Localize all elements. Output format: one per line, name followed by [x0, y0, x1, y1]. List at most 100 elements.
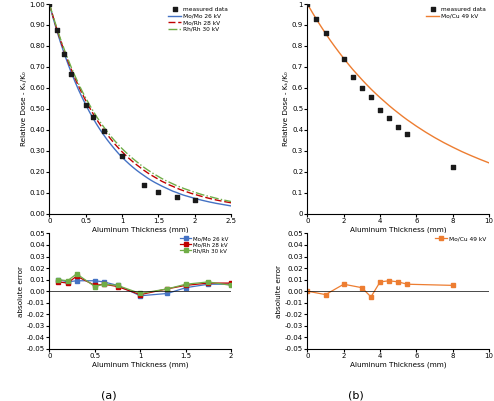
Mo/Rh 28 kV [185, 190, 191, 194]
Mo/Mo 26 kV [134, 168, 140, 173]
Mo/Cu 49 kV [341, 282, 347, 287]
Point [45, 1, 53, 7]
Mo/Mo 26 kV [183, 285, 189, 290]
Rh/Rh 30 kV [166, 180, 172, 184]
X-axis label: Aluminum Thickness (mm): Aluminum Thickness (mm) [92, 227, 189, 233]
Mo/Rh 28 kV [188, 191, 194, 196]
Mo/Rh 28 kV [112, 142, 118, 146]
Rh/Rh 30 kV [108, 134, 114, 139]
Rh/Rh 30 kV [57, 36, 63, 41]
Rh/Rh 30 kV [141, 165, 147, 170]
Mo/Mo 26 kV [206, 200, 212, 205]
Mo/Rh 28 kV [94, 117, 100, 122]
Point [394, 124, 402, 130]
Mo/Rh 28 kV [101, 128, 107, 133]
Mo/Mo 26 kV [145, 176, 151, 180]
Mo/Cu 49 kV [377, 279, 383, 284]
Point [89, 114, 97, 121]
Mo/Cu 49 kV [359, 285, 365, 290]
Mo/Rh 28 kV [65, 58, 71, 63]
Point [67, 71, 75, 77]
Rh/Rh 30 kV [115, 283, 121, 288]
Mo/Rh 28 kV [61, 48, 67, 53]
Mo/Mo 26 kV [74, 278, 80, 283]
Mo/Cu 49 kV [368, 294, 374, 299]
Rh/Rh 30 kV [183, 282, 189, 287]
Mo/Mo 26 kV [115, 283, 121, 288]
Rh/Rh 30 kV [185, 187, 191, 192]
Mo/Mo 26 kV [137, 170, 143, 175]
Point [191, 196, 199, 203]
Mo/Cu 49 kV [386, 278, 392, 283]
Rh/Rh 30 kV [130, 156, 136, 161]
Mo/Cu 49 kV [304, 2, 310, 6]
Mo/Mo 26 kV [72, 79, 78, 84]
Mo/Mo 26 kV [163, 186, 168, 190]
Mo/Mo 26 kV [65, 61, 71, 65]
Mo/Cu 49 kV [395, 111, 401, 115]
Mo/Mo 26 kV [170, 189, 176, 194]
Mo/Mo 26 kV [76, 87, 82, 92]
Point [53, 27, 61, 33]
Rh/Rh 30 kV [126, 153, 132, 158]
Mo/Mo 26 kV [123, 158, 128, 163]
Mo/Cu 49 kV [382, 99, 388, 104]
Mo/Cu 49 kV [400, 114, 406, 119]
Mo/Mo 26 kV [55, 277, 61, 282]
Mo/Rh 28 kV [92, 283, 98, 288]
Rh/Rh 30 kV [206, 194, 212, 199]
Mo/Rh 28 kV [97, 122, 103, 127]
Mo/Cu 49 kV [441, 140, 447, 145]
Mo/Rh 28 kV [134, 162, 140, 167]
Mo/Rh 28 kV [141, 168, 147, 173]
Mo/Rh 28 kV [137, 292, 143, 297]
Mo/Cu 49 kV [364, 82, 370, 87]
Mo/Mo 26 kV [181, 193, 187, 198]
Point [376, 106, 384, 113]
Rh/Rh 30 kV [137, 291, 143, 296]
Point [60, 51, 68, 57]
Mo/Cu 49 kV [486, 160, 492, 165]
Mo/Rh 28 kV [86, 105, 92, 110]
Rh/Rh 30 kV [163, 178, 168, 183]
Mo/Cu 49 kV [395, 279, 401, 284]
Rh/Rh 30 kV [74, 271, 80, 276]
Mo/Rh 28 kV [206, 196, 212, 201]
Mo/Mo 26 kV [83, 102, 89, 107]
Point [118, 152, 126, 159]
Mo/Mo 26 kV [166, 187, 172, 192]
Mo/Cu 49 kV [323, 31, 329, 36]
Rh/Rh 30 kV [170, 182, 176, 186]
Mo/Rh 28 kV [181, 188, 187, 193]
Mo/Mo 26 kV [46, 2, 52, 6]
Mo/Rh 28 kV [74, 274, 80, 279]
Rh/Rh 30 kV [90, 108, 96, 113]
Mo/Rh 28 kV [177, 187, 183, 192]
Rh/Rh 30 kV [68, 65, 74, 70]
Rh/Rh 30 kV [112, 138, 118, 143]
Mo/Rh 28 kV [148, 173, 154, 178]
Y-axis label: absolute error: absolute error [18, 265, 24, 317]
Point [155, 188, 163, 195]
Mo/Rh 28 kV [115, 284, 121, 289]
Mo/Mo 26 kV [173, 190, 179, 195]
Mo/Mo 26 kV [94, 122, 100, 127]
Mo/Mo 26 kV [152, 180, 158, 185]
Mo/Cu 49 kV [372, 91, 378, 96]
X-axis label: Aluminum Thickness (mm): Aluminum Thickness (mm) [92, 362, 189, 368]
Point [449, 164, 456, 170]
Mo/Cu 49 kV [445, 142, 451, 147]
Rh/Rh 30 kV [76, 81, 82, 86]
Mo/Rh 28 kV [173, 186, 179, 190]
Mo/Rh 28 kV [105, 133, 111, 138]
Mo/Cu 49 kV [450, 145, 455, 150]
Point [340, 56, 348, 62]
Mo/Rh 28 kV [65, 281, 71, 286]
Mo/Cu 49 kV [336, 50, 342, 55]
Rh/Rh 30 kV [86, 102, 92, 107]
Mo/Rh 28 kV [130, 160, 136, 164]
Mo/Rh 28 kV [90, 111, 96, 116]
Mo/Cu 49 kV [341, 56, 347, 61]
Rh/Rh 30 kV [145, 168, 151, 172]
Rh/Rh 30 kV [165, 286, 170, 291]
